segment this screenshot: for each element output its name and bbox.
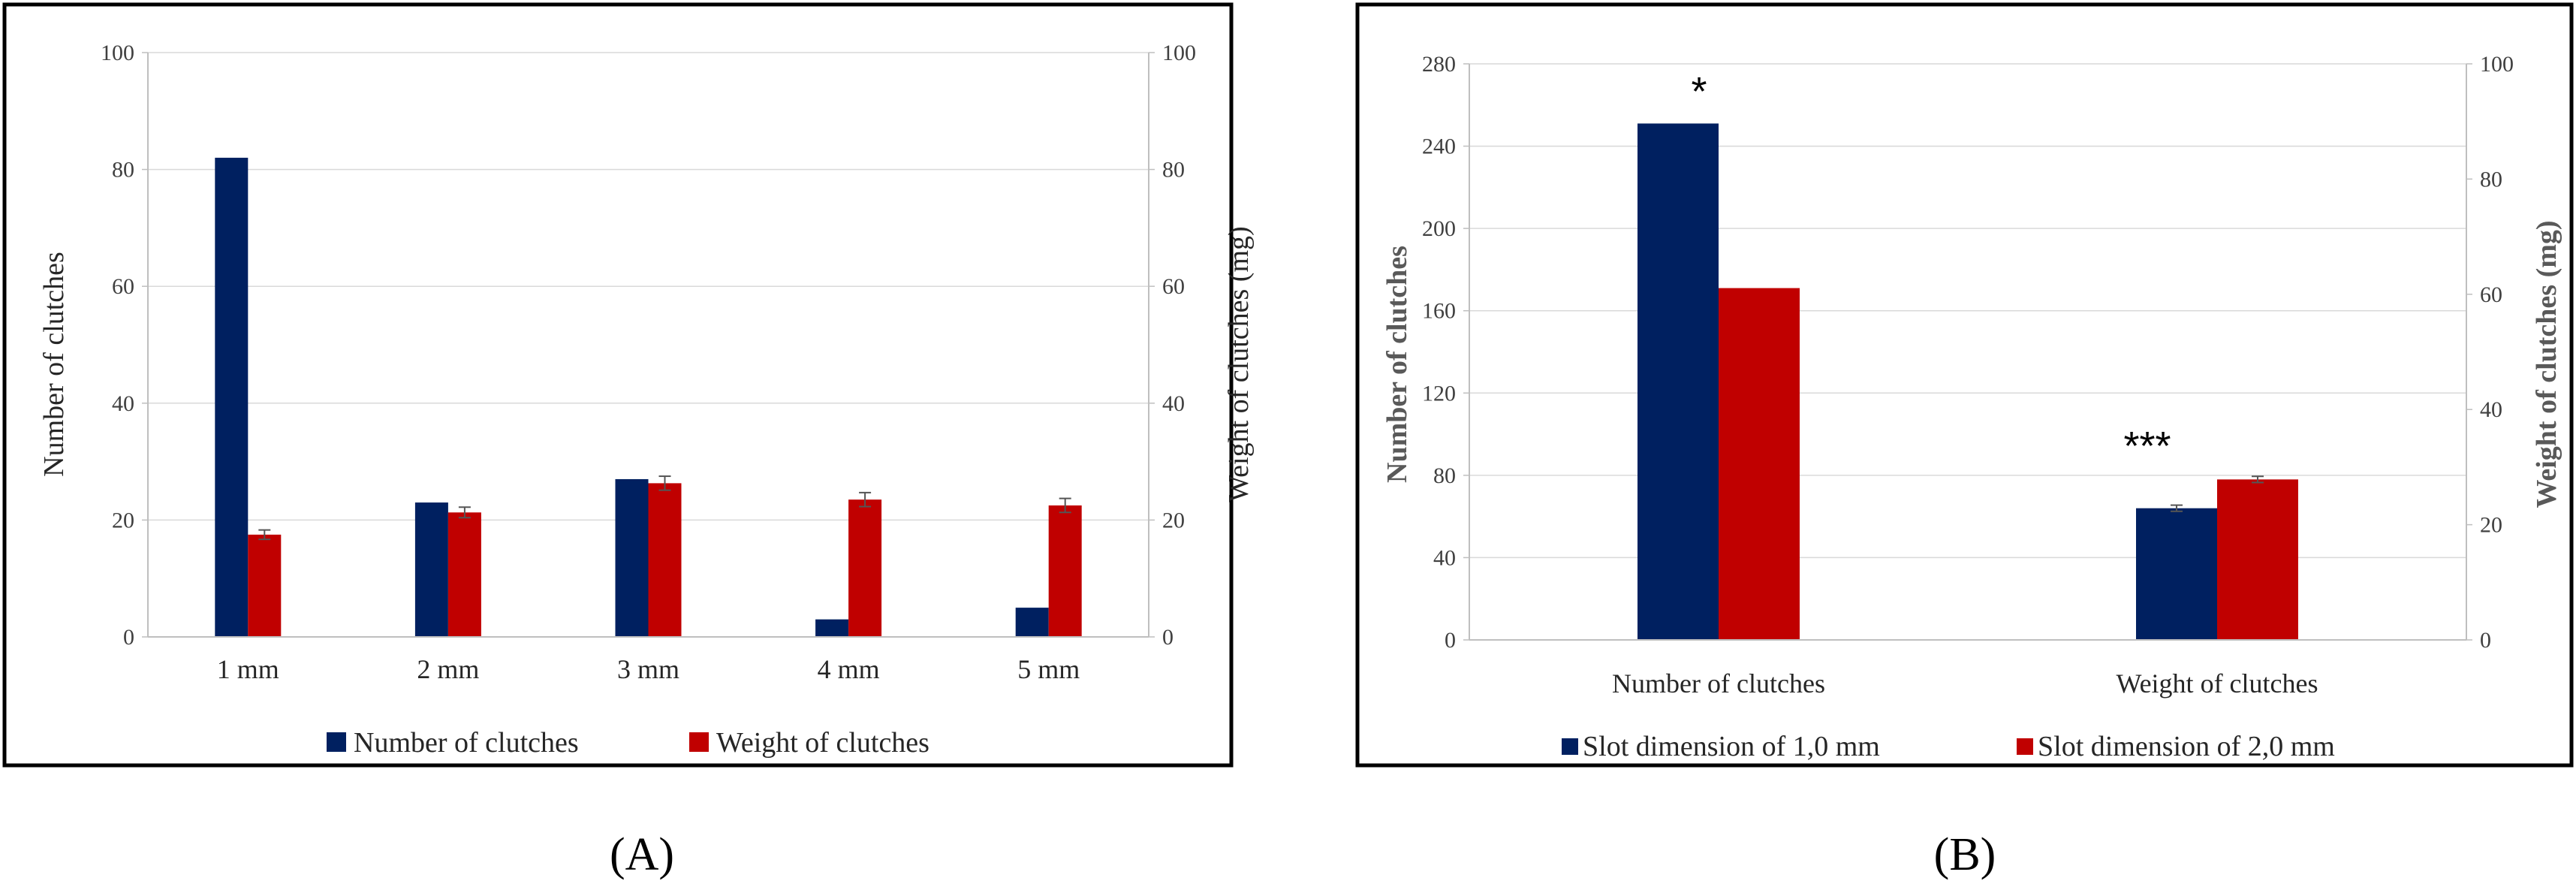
panel-a-legend-label-2: Weight of clutches [716, 727, 929, 759]
panel-a-label: (A) [610, 829, 674, 880]
panel-a-category-label: 2 mm [417, 654, 479, 684]
panel-a-legend-swatch-2 [689, 732, 709, 752]
panel-b-y-tick-label: 240 [1422, 134, 1456, 159]
panel-a-y2-tick-label: 80 [1162, 158, 1185, 183]
panel-a-y2-tick-label: 100 [1162, 41, 1196, 65]
panel-a-y-tick-label: 0 [123, 625, 134, 650]
panel-b-frame [1355, 2, 2574, 768]
panel-b-y-tick-label: 160 [1422, 299, 1456, 324]
panel-b-bar-series2 [2217, 479, 2298, 640]
panel-a-y2-axis-title: Weight of clutches (mg) [1223, 226, 1255, 502]
panel-a-bar-series1 [215, 158, 249, 638]
panel-a-bar-series2 [848, 499, 882, 637]
panel-a-bar-series1 [815, 619, 849, 637]
panel-b-y-axis-title: Number of clutches [1381, 246, 1413, 483]
panel-b-significance-star: * [1691, 69, 1707, 114]
panel-b-bar-series1 [2136, 508, 2217, 640]
panel-a-frame [2, 2, 1234, 768]
panel-a-legend-swatch-1 [327, 732, 346, 752]
panel-a-bar-series1 [1015, 608, 1049, 637]
panel-b-legend-swatch-2 [2017, 738, 2033, 755]
panel-a-y-axis-title: Number of clutches [38, 252, 70, 477]
panel-b-y-tick-label: 280 [1422, 52, 1456, 77]
panel-b-category-label: Number of clutches [1612, 668, 1825, 698]
panel-b-label: (B) [1934, 829, 1996, 880]
panel-b-y-tick-label: 80 [1433, 463, 1456, 488]
panel-b-legend-label-2: Slot dimension of 2,0 mm [2038, 731, 2335, 762]
panel-a-y-tick-label: 60 [112, 274, 134, 299]
panel-a-bar-series2 [248, 534, 282, 637]
panel-a-category-label: 1 mm [217, 654, 279, 684]
panel-a-legend-label-1: Number of clutches [354, 727, 579, 759]
panel-b-legend: Slot dimension of 1,0 mm Slot dimension … [1562, 731, 2335, 762]
panel-a-y2-tick-label: 20 [1162, 508, 1185, 533]
panel-a-y-tick-label: 100 [101, 41, 134, 65]
panel-b-y2-axis-title: Weight of clutches (mg) [2531, 220, 2562, 508]
panel-a-bar-series1 [615, 478, 649, 637]
panel-a-bar-series2 [1048, 505, 1082, 637]
panel-a-bar-series1 [414, 502, 448, 637]
panel-b-y2-tick-label: 0 [2480, 628, 2491, 653]
panel-a-y-tick-label: 40 [112, 391, 134, 416]
panel-b-y-tick-label: 120 [1422, 381, 1456, 406]
panel-a-category-label: 4 mm [818, 654, 880, 684]
panel-a-category-label: 5 mm [1017, 654, 1080, 684]
panel-b-y-tick-label: 0 [1445, 628, 1456, 653]
panel-b-y-tick-label: 200 [1422, 216, 1456, 241]
panel-a-y2-tick-label: 0 [1162, 625, 1174, 650]
panel-a-y-tick-label: 20 [112, 508, 134, 533]
panel-a-y2-tick-label: 60 [1162, 274, 1185, 299]
panel-b-significance-star: *** [2123, 424, 2171, 469]
panel-b-legend-swatch-1 [1562, 738, 1578, 755]
panel-b-y2-tick-label: 100 [2480, 52, 2514, 77]
panel-b-chart: 0 40 80 120 160 200 240 280 0 20 40 60 80 100 Number… [1355, 2, 2574, 768]
panel-a-category-label: 3 mm [617, 654, 679, 684]
panel-a-y-tick-label: 80 [112, 158, 134, 183]
panel-a-bar-series2 [648, 483, 682, 637]
panel-b-y-tick-label: 40 [1433, 545, 1456, 570]
panel-b-y2-tick-label: 80 [2480, 167, 2502, 192]
panel-b-bar-series2 [1719, 288, 1800, 640]
panel-b-bar-series1 [1637, 123, 1719, 641]
panel-b-y2-tick-label: 40 [2480, 397, 2502, 422]
panel-b-y2-tick-label: 20 [2480, 513, 2502, 538]
panel-a-y2-tick-label: 40 [1162, 391, 1185, 416]
panel-b-y2-tick-label: 60 [2480, 282, 2502, 307]
panel-a-bar-series2 [447, 512, 481, 637]
panel-b-legend-label-1: Slot dimension of 1,0 mm [1583, 731, 1880, 762]
panel-a-legend: Number of clutches Weight of clutches [327, 727, 929, 759]
panel-a-chart: 0 20 40 60 80 100 0 20 40 60 80 100 1 mm 2 mm 3 mm 4 … [2, 2, 1255, 768]
panel-b-category-label: Weight of clutches [2116, 668, 2318, 698]
